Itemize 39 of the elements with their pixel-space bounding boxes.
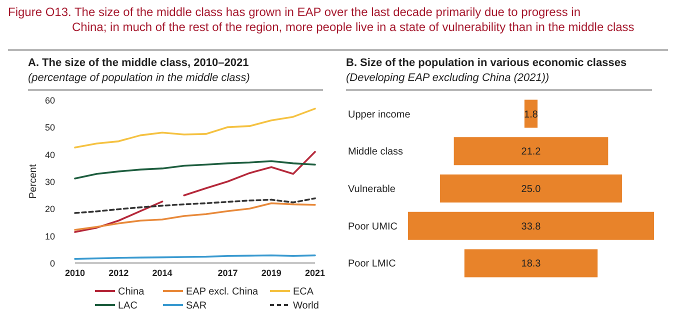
data-label: 18.3 (521, 258, 542, 270)
y-tick-label: 40 (44, 150, 55, 160)
y-tick-label: 60 (44, 96, 55, 106)
y-tick-label: 50 (44, 122, 55, 133)
data-label: 33.8 (521, 221, 542, 232)
chart-title: A. The size of the middle class, 2010–2021 (28, 57, 249, 69)
x-tick-label: 2010 (64, 268, 86, 278)
legend-label: World (293, 300, 319, 312)
y-tick-label: 30 (44, 177, 55, 187)
line-series (74, 197, 316, 214)
text: B. Size of the population in various economic classes (346, 57, 627, 69)
legend-label: China (118, 286, 145, 298)
legend-label: ECA (293, 286, 314, 298)
x-tick-label: 2012 (108, 268, 129, 278)
category-label: Middle class (348, 146, 404, 158)
x-tick-label: 2021 (304, 268, 326, 278)
x-tick-label: 2017 (218, 268, 238, 278)
text: (Developing EAP excluding China (2021)) (346, 72, 550, 84)
y-tick-label: 0 (50, 258, 55, 268)
x-tick-label: 2014 (152, 268, 172, 278)
line-series (74, 160, 316, 180)
legend-label: LAC (118, 300, 138, 312)
category-label: Vulnerable (348, 184, 396, 195)
category-label: Poor LMIC (348, 258, 396, 270)
legend-label: EAP excl. China (186, 286, 259, 298)
line-series (74, 202, 316, 231)
legend-label: SAR (186, 300, 207, 312)
x-tick-label: 2019 (261, 268, 282, 278)
data-label: 21.2 (521, 146, 542, 158)
data-label: 25.0 (521, 184, 542, 195)
y-axis-title: Percent (28, 164, 39, 199)
category-label: Upper income (348, 109, 411, 120)
caption: Figure O13. The size of the middle class has grown in EAP over the last decade primarily due to progress in China; in much of the rest of the region, more people live in a state of vulnerability than in the middle class (8, 5, 634, 34)
y-tick-label: 10 (44, 231, 55, 242)
chart-subtitle: (percentage of population in the middle class) (28, 72, 250, 84)
y-tick-label: 20 (44, 204, 55, 214)
line-series (74, 108, 316, 148)
data-label: 1.8 (524, 109, 538, 120)
category-label: Poor UMIC (348, 221, 398, 232)
